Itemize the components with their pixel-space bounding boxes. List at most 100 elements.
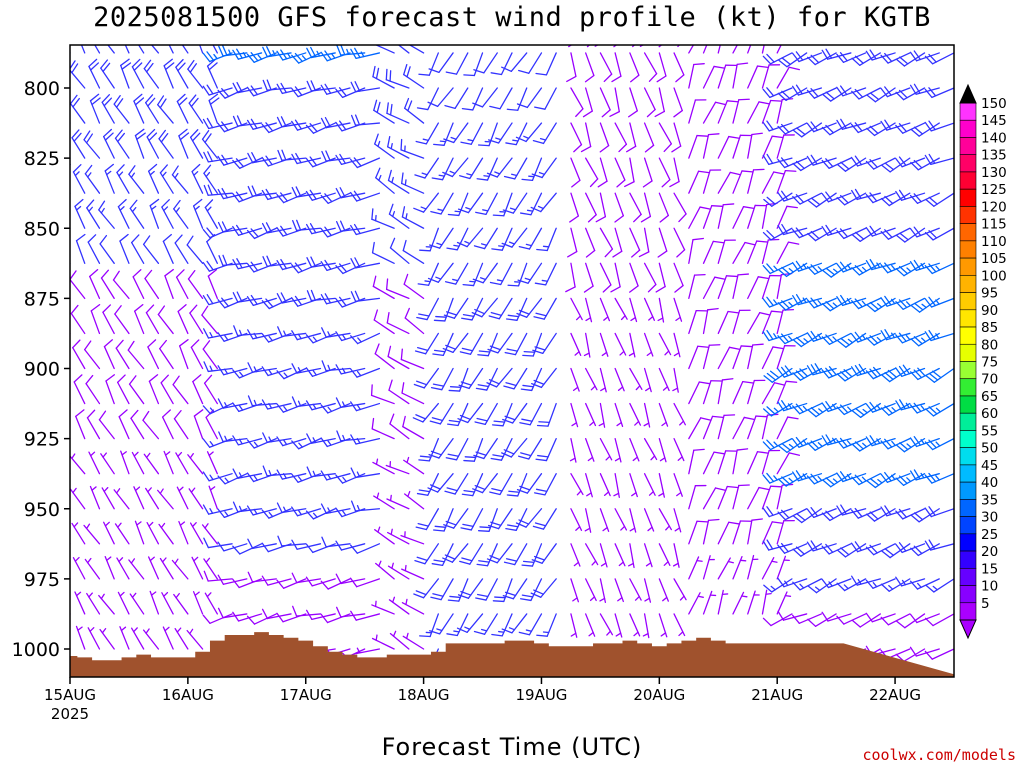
wind-barb: [643, 52, 658, 82]
barb-full: [187, 270, 196, 280]
wind-barb: [203, 374, 218, 405]
wind-barb: [206, 451, 218, 475]
barb-full: [117, 198, 127, 208]
barb-full: [825, 124, 835, 134]
barb-staff: [702, 451, 715, 475]
wind-barb: [202, 294, 233, 306]
barb-half: [618, 561, 624, 567]
barb-full: [472, 102, 484, 108]
barb-half: [77, 626, 83, 631]
barb-full: [865, 160, 875, 170]
barb-half: [71, 453, 76, 460]
barb-full: [751, 132, 763, 136]
barb-half: [191, 522, 197, 528]
barb-half: [920, 262, 925, 269]
barb-full: [913, 512, 924, 521]
barb-full: [261, 608, 269, 620]
barb-full: [537, 454, 549, 458]
wind-barb: [148, 374, 160, 405]
barb-full: [416, 107, 429, 111]
barb-full: [924, 88, 933, 99]
barb-staff: [673, 192, 687, 215]
barb-half: [920, 438, 925, 445]
wind-barb: [444, 473, 469, 495]
wind-barb: [747, 132, 763, 159]
wind-barb: [658, 157, 671, 188]
wind-barb: [522, 332, 543, 357]
barb-full: [768, 449, 781, 452]
wind-barb: [806, 297, 837, 309]
wind-barb: [207, 268, 218, 300]
wind-barb: [569, 192, 579, 223]
barb-full: [448, 419, 461, 423]
barb-half: [72, 487, 77, 494]
wind-barb: [822, 8, 851, 26]
barb-full: [535, 458, 548, 462]
barb-full: [754, 204, 767, 207]
barb-full: [503, 175, 516, 180]
barb-half: [392, 210, 396, 218]
barb-full: [86, 199, 95, 209]
wind-barb: [673, 297, 683, 322]
wind-barb: [208, 485, 218, 510]
barb-full: [160, 374, 169, 384]
barb-full: [493, 36, 503, 43]
wind-barb: [475, 578, 498, 601]
barb-full: [610, 286, 621, 293]
barb-half: [194, 591, 200, 597]
wind-barb: [911, 9, 940, 29]
barb-full: [305, 576, 313, 587]
wind-barb: [895, 189, 926, 201]
barb-half: [727, 560, 734, 564]
barb-full: [291, 440, 300, 450]
wind-barb: [320, 402, 351, 414]
barb-full: [673, 109, 683, 118]
barb-half: [283, 330, 287, 337]
barb-full: [320, 84, 328, 95]
wind-barb: [502, 578, 528, 600]
credit-link[interactable]: coolwx.com/models: [862, 746, 1016, 764]
barb-full: [203, 537, 210, 549]
wind-barb: [865, 366, 896, 380]
wind-barb: [762, 227, 793, 241]
wind-barb: [71, 129, 86, 159]
wind-barb: [642, 157, 653, 188]
wind-barb: [232, 191, 263, 203]
barb-full: [251, 152, 258, 163]
barb-full: [520, 34, 530, 41]
barb-full: [338, 296, 347, 307]
barb-staff: [761, 171, 775, 194]
wind-barb: [836, 543, 867, 558]
barb-full: [251, 185, 258, 197]
barb-half: [375, 458, 379, 465]
barb-half: [679, 595, 685, 601]
barb-half: [935, 407, 941, 413]
wind-barb: [415, 508, 439, 531]
barb-full: [218, 13, 223, 23]
wind-barb: [443, 122, 469, 144]
barb-full: [795, 294, 803, 305]
barb-half: [599, 597, 606, 602]
barb-staff: [761, 239, 769, 264]
wind-barb: [203, 151, 233, 163]
barb-half: [569, 457, 576, 462]
barb-staff: [472, 87, 484, 111]
barb-staff: [747, 519, 753, 545]
barb-full: [292, 605, 298, 617]
barb-full: [865, 370, 874, 380]
wind-barb: [203, 164, 218, 194]
wind-barb: [489, 87, 513, 110]
wind-barb: [428, 52, 454, 74]
barb-full: [309, 189, 317, 200]
barb-half: [63, 557, 68, 560]
wind-barb: [89, 485, 101, 510]
barb-half: [209, 407, 215, 413]
wind-barb: [836, 157, 867, 172]
wind-barb: [852, 10, 880, 34]
wind-barb: [806, 87, 837, 99]
barb-half: [526, 209, 534, 212]
barb-full: [913, 83, 921, 94]
barb-full: [280, 225, 288, 236]
wind-barb: [762, 0, 784, 23]
barb-full: [752, 168, 765, 171]
